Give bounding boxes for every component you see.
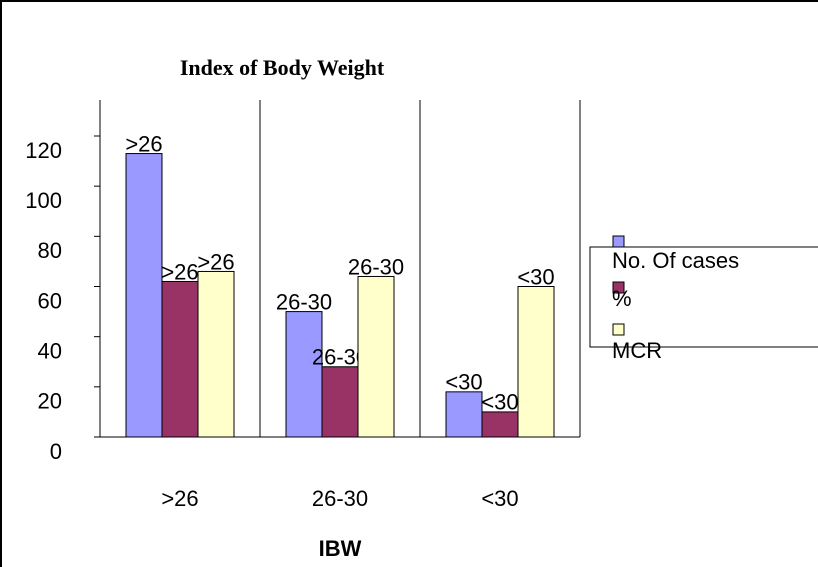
y-tick-label: 40	[38, 338, 62, 363]
bar	[517, 286, 555, 438]
data-label: <30	[445, 370, 482, 395]
chart-title: Index of Body Weight	[180, 55, 385, 80]
data-label: >26	[197, 249, 234, 274]
legend-label: %	[612, 286, 632, 311]
legend-swatch	[612, 323, 625, 336]
bar	[161, 280, 199, 438]
bar	[445, 391, 483, 438]
legend-swatch	[612, 235, 625, 248]
data-label: 26-30	[276, 289, 332, 314]
y-tick-label: 80	[38, 238, 62, 263]
data-label: >26	[161, 259, 198, 284]
y-tick-label: 0	[50, 439, 62, 464]
y-tick-label: 20	[38, 389, 62, 414]
x-tick-label: >26	[161, 486, 198, 511]
bar	[125, 153, 163, 438]
bar	[481, 411, 519, 438]
bar	[285, 311, 323, 438]
x-axis-label: IBW	[319, 536, 362, 561]
legend-swatch	[612, 281, 625, 294]
bar	[321, 366, 359, 438]
x-tick-label: <30	[481, 486, 518, 511]
bar	[357, 275, 395, 438]
legend-box	[589, 246, 818, 348]
data-label: >26	[125, 131, 162, 156]
y-tick-label: 60	[38, 288, 62, 313]
legend-label: MCR	[612, 338, 662, 363]
bar	[197, 270, 235, 438]
data-label: <30	[517, 264, 554, 289]
y-tick-label: 120	[25, 138, 62, 163]
data-label: 26-30	[348, 254, 404, 279]
legend-label: No. Of cases	[612, 248, 739, 273]
x-tick-label: 26-30	[312, 486, 368, 511]
data-label: <30	[481, 390, 518, 415]
y-tick-label: 100	[25, 188, 62, 213]
